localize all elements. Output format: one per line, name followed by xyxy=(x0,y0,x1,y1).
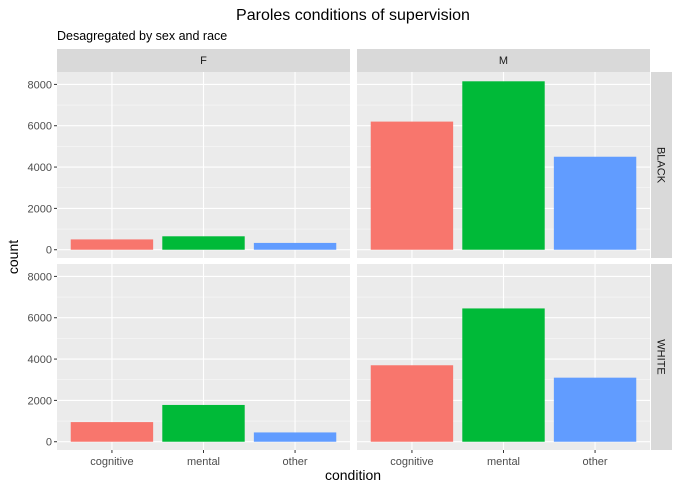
y-tick-label: 0 xyxy=(46,245,52,257)
x-tick-label: mental xyxy=(187,456,220,468)
facet-strip-label: WHITE xyxy=(655,339,667,374)
facet-panels: F M BLACK WHITE 0 2000 4000 6000 8000 0 2000 4000 60… xyxy=(28,49,672,468)
bar-other-m-black xyxy=(553,156,637,250)
facet-strip-label: BLACK xyxy=(655,147,667,184)
facet-strip-label: M xyxy=(499,55,508,67)
x-tick-label: other xyxy=(583,456,608,468)
facet-strip-black xyxy=(651,72,672,258)
panel-f-white xyxy=(57,264,350,450)
x-tick-label: mental xyxy=(487,456,520,468)
panel-m-black xyxy=(357,72,650,258)
y-axis-title: count xyxy=(5,240,21,274)
bar-mental-m-white xyxy=(462,308,545,442)
bar-cognitive-f-white xyxy=(70,422,154,442)
chart-subtitle: Desagregated by sex and race xyxy=(57,29,227,43)
chart-title: Paroles conditions of supervision xyxy=(236,7,470,24)
bar-cognitive-m-white xyxy=(370,365,454,442)
bar-cognitive-f-black xyxy=(70,239,154,250)
panel-f-black xyxy=(57,72,350,258)
bar-mental-f-white xyxy=(162,404,245,442)
y-tick-label: 4000 xyxy=(28,354,52,366)
y-tick-label: 2000 xyxy=(28,203,52,215)
bar-other-f-white xyxy=(253,432,337,442)
x-tick-label: cognitive xyxy=(390,456,433,468)
y-tick-label: 6000 xyxy=(28,313,52,325)
y-tick-label: 0 xyxy=(46,437,52,449)
panel-m-white xyxy=(357,264,650,450)
facet-strip-f xyxy=(57,49,350,72)
x-axis-title: condition xyxy=(325,467,381,483)
bar-mental-m-black xyxy=(462,81,545,250)
facet-strip-m xyxy=(357,49,650,72)
y-tick-label: 2000 xyxy=(28,395,52,407)
bar-other-f-black xyxy=(253,242,337,250)
facet-strip-label: F xyxy=(200,55,207,67)
x-tick-label: other xyxy=(283,456,308,468)
y-tick-label: 6000 xyxy=(28,121,52,133)
facet-strip-white xyxy=(651,264,672,450)
bar-cognitive-m-black xyxy=(370,121,454,250)
y-tick-label: 4000 xyxy=(28,162,52,174)
bar-mental-f-black xyxy=(162,236,245,250)
x-tick-label: cognitive xyxy=(90,456,133,468)
y-tick-label: 8000 xyxy=(28,79,52,91)
y-tick-label: 8000 xyxy=(28,271,52,283)
bar-other-m-white xyxy=(553,377,637,442)
